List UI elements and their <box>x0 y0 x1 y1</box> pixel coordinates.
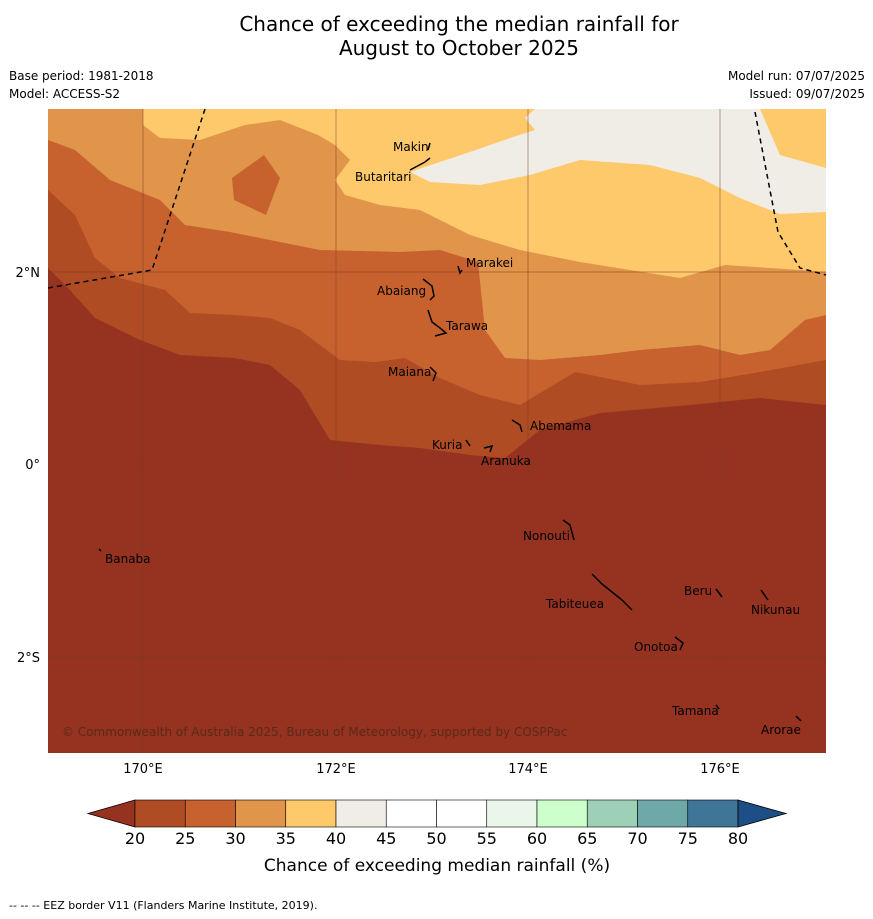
colorbar-segment <box>536 799 588 828</box>
colorbar-segment <box>637 799 689 828</box>
lat-label-2n: 2°N <box>16 266 41 281</box>
nikunau-outline <box>760 589 769 601</box>
makin-butaritari-outline <box>409 142 431 171</box>
colorbar-segment <box>335 799 387 828</box>
model-run-date: Model run: 07/07/2025 <box>727 69 865 83</box>
eez-border-west <box>47 108 206 289</box>
colorbar-tick-label: 45 <box>376 829 396 848</box>
island-outlines <box>98 142 802 722</box>
place-label-maiana: Maiana <box>388 365 431 379</box>
abaiang-outline <box>422 278 435 301</box>
colorbar-tick-label: 40 <box>326 829 346 848</box>
title-line-1: Chance of exceeding the median rainfall … <box>239 12 679 36</box>
place-label-makin: Makin <box>393 140 429 154</box>
map-title: Chance of exceeding the median rainfall … <box>0 12 873 60</box>
colorbar-segment <box>385 799 437 828</box>
colorbar-tick-label: 20 <box>125 829 145 848</box>
marakei-outline <box>457 265 463 275</box>
place-label-onotoa: Onotoa <box>634 640 678 654</box>
colorbar-label: Chance of exceeding median rainfall (%) <box>264 856 610 876</box>
colorbar-tick-label: 55 <box>477 829 497 848</box>
band-30-35-island <box>232 155 280 215</box>
metadata-right: Model run: 07/07/2025 Issued: 09/07/2025 <box>728 67 865 103</box>
lon-label-170e: 170°E <box>123 762 163 777</box>
model-name: Model: ACCESS-S2 <box>9 87 121 101</box>
place-label-banaba: Banaba <box>105 552 151 566</box>
rainfall-probability-map <box>48 109 826 753</box>
graticule <box>48 109 826 753</box>
colorbar-segment <box>436 799 488 828</box>
place-label-abaiang: Abaiang <box>377 284 426 298</box>
colorbar-segment <box>687 799 739 828</box>
colorbar-tick-label: 70 <box>627 829 647 848</box>
banaba-outline <box>98 548 102 552</box>
place-label-nonouti: Nonouti <box>523 529 570 543</box>
band-40-45 <box>410 109 826 214</box>
colorbar-segment <box>285 799 337 828</box>
colorbar-tick-label: 35 <box>276 829 296 848</box>
longitude-labels: 170°E 172°E 174°E 176°E <box>123 762 740 777</box>
title-line-2: August to October 2025 <box>338 36 580 60</box>
colorbar-tick-label: 30 <box>225 829 245 848</box>
lon-label-174e: 174°E <box>508 762 548 777</box>
aranuka-outline <box>483 444 494 453</box>
tarawa-outline <box>427 309 448 337</box>
tamana-outline <box>715 704 720 710</box>
eez-footnote: -- -- -- EEZ border V11 (Flanders Marine… <box>9 899 318 912</box>
issued-date: Issued: 09/07/2025 <box>749 87 865 101</box>
place-label-aranuka: Aranuka <box>481 454 531 468</box>
place-label-marakei: Marakei <box>466 256 513 270</box>
colorbar-segment <box>586 799 638 828</box>
place-label-abemama: Abemama <box>530 419 591 433</box>
colorbar-tick-label: 25 <box>175 829 195 848</box>
colorbar-segment <box>134 799 186 828</box>
base-period: Base period: 1981-2018 <box>9 69 154 83</box>
lon-label-176e: 176°E <box>700 762 740 777</box>
place-label-beru: Beru <box>684 584 712 598</box>
colorbar-under-arrow <box>86 799 136 828</box>
copyright-notice: © Commonwealth of Australia 2025, Bureau… <box>62 725 567 739</box>
maiana-outline <box>429 366 437 382</box>
eez-border <box>47 108 827 289</box>
place-label-butaritari: Butaritari <box>355 170 412 184</box>
place-label-kuria: Kuria <box>432 438 463 452</box>
colorbar-tick-label: 75 <box>678 829 698 848</box>
lon-label-172e: 172°E <box>316 762 356 777</box>
colorbar-segment <box>235 799 287 828</box>
lat-label-2s: 2°S <box>17 651 40 666</box>
colorbar-tick-label: 80 <box>728 829 748 848</box>
place-label-nikunau: Nikunau <box>751 603 800 617</box>
place-label-tarawa: Tarawa <box>445 319 488 333</box>
colorbar-segment <box>486 799 538 828</box>
kuria-outline <box>465 439 471 447</box>
place-label-tabiteuea: Tabiteuea <box>545 597 604 611</box>
latitude-labels: 2°N 0° 2°S <box>16 266 41 666</box>
place-label-tamana: Tamana <box>671 704 719 718</box>
nonouti-outline <box>562 519 575 541</box>
colorbar-segment <box>184 799 236 828</box>
onotoa-outline <box>674 636 684 651</box>
metadata-left: Base period: 1981-2018 Model: ACCESS-S2 <box>9 67 154 103</box>
colorbar-over-arrow <box>737 799 788 828</box>
colorbar: 20 25 30 35 40 45 50 55 60 65 70 75 80 <box>86 799 788 848</box>
beru-outline <box>715 588 723 598</box>
place-labels: Makin Butaritari Marakei Abaiang Tarawa … <box>105 140 801 737</box>
colorbar-tick-label: 60 <box>527 829 547 848</box>
tabiteuea-outline <box>591 573 633 611</box>
abemama-outline <box>511 419 523 433</box>
colorbar-tick-label: 65 <box>577 829 597 848</box>
colorbar-tick-label: 50 <box>426 829 446 848</box>
lat-label-0: 0° <box>25 458 40 473</box>
place-label-arorae: Arorae <box>761 723 801 737</box>
arorae-outline <box>795 715 802 722</box>
